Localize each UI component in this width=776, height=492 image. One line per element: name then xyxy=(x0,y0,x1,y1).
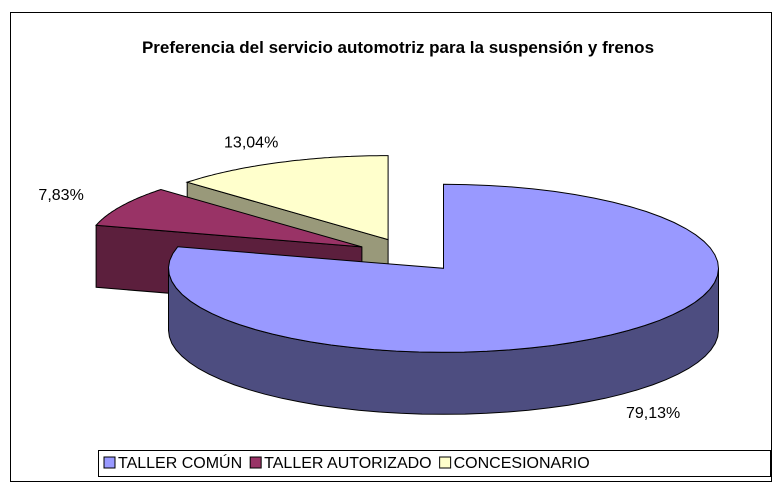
legend-label: TALLER AUTORIZADO xyxy=(264,455,431,472)
legend-swatch xyxy=(103,456,116,469)
legend-label: TALLER COMÚN xyxy=(118,453,242,472)
chart-title: Preferencia del servicio automotriz para… xyxy=(141,38,655,57)
legend-box xyxy=(98,450,771,477)
data-label: 13,04% xyxy=(224,134,278,151)
legend-swatch xyxy=(439,456,452,469)
data-label: 79,13% xyxy=(626,405,680,422)
legend-label: CONCESIONARIO xyxy=(454,455,590,472)
slice xyxy=(167,183,720,353)
legend-swatch xyxy=(249,456,262,469)
slice xyxy=(95,188,363,248)
slice xyxy=(185,155,389,241)
data-label: 7,83% xyxy=(38,187,83,204)
